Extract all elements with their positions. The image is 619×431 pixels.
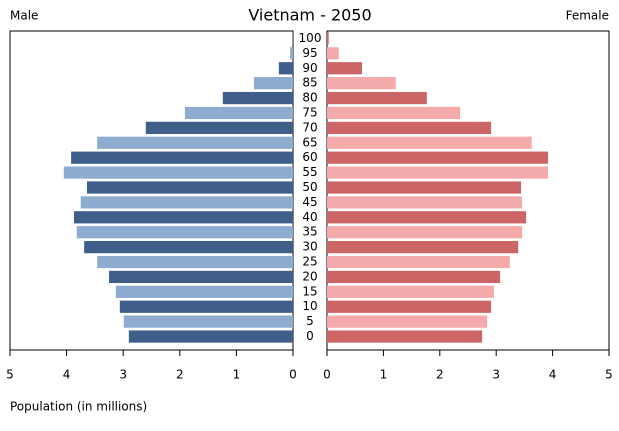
bar (327, 270, 501, 284)
bar (123, 315, 294, 328)
bar (327, 196, 523, 209)
bar (97, 255, 293, 269)
age-label: 0 (306, 329, 314, 343)
age-label: 40 (302, 210, 317, 224)
age-label: 75 (302, 105, 317, 119)
bar (73, 211, 293, 224)
bar (145, 121, 293, 134)
age-label: 80 (302, 91, 317, 105)
bar (128, 330, 293, 343)
x-tick-label: 4 (549, 368, 557, 382)
bar (327, 91, 427, 105)
bar (327, 121, 492, 134)
x-axis-label: Population (in millions) (10, 400, 147, 414)
x-tick-label: 3 (119, 368, 127, 382)
bar (327, 62, 362, 75)
age-label: 45 (302, 195, 317, 209)
bar (327, 211, 527, 224)
x-tick-label: 2 (436, 368, 444, 382)
bar (184, 106, 293, 120)
bar (327, 300, 492, 313)
age-label: 90 (302, 61, 317, 75)
age-label: 70 (302, 120, 317, 134)
age-label: 15 (302, 284, 317, 298)
bar (327, 255, 510, 269)
bar (292, 32, 293, 45)
bar (290, 47, 293, 60)
bar (76, 226, 294, 239)
age-label: 30 (302, 240, 317, 254)
x-tick-label: 1 (233, 368, 241, 382)
age-label: 20 (302, 269, 317, 283)
bar (327, 47, 339, 60)
bar (119, 300, 293, 313)
age-label: 25 (302, 255, 317, 269)
bar (327, 315, 488, 328)
age-label: 85 (302, 76, 317, 90)
chart-title: Vietnam - 2050 (248, 6, 371, 25)
age-label: 95 (302, 46, 317, 60)
age-label: 55 (302, 165, 317, 179)
bar (327, 166, 549, 179)
bar (222, 91, 293, 105)
age-label: 35 (302, 225, 317, 239)
bar (86, 181, 293, 194)
age-label: 100 (299, 31, 322, 45)
age-label: 65 (302, 135, 317, 149)
age-label: 60 (302, 150, 317, 164)
bar (327, 32, 329, 45)
age-label: 5 (306, 314, 314, 328)
x-tick-label: 2 (176, 368, 184, 382)
bar (327, 136, 532, 149)
x-tick-label: 4 (63, 368, 71, 382)
bar (327, 151, 549, 164)
bar (327, 241, 519, 254)
bar (109, 270, 293, 284)
bar (327, 330, 483, 343)
age-label: 10 (302, 299, 317, 313)
bar (115, 285, 293, 298)
x-tick-label: 0 (289, 368, 297, 382)
bar (71, 151, 294, 164)
bar (278, 62, 293, 75)
bar (327, 226, 523, 239)
bar (97, 136, 293, 149)
left-label: Male (10, 9, 38, 23)
bar (327, 181, 522, 194)
bar (327, 77, 396, 90)
bar (327, 285, 494, 298)
bar (84, 241, 294, 254)
x-tick-label: 0 (323, 368, 331, 382)
x-tick-label: 1 (380, 368, 388, 382)
right-label: Female (566, 9, 609, 23)
x-tick-label: 3 (492, 368, 500, 382)
age-label: 50 (302, 180, 317, 194)
x-tick-label: 5 (6, 368, 14, 382)
bar (253, 77, 293, 90)
bar (80, 196, 293, 209)
bar (63, 166, 293, 179)
bar (327, 106, 461, 120)
x-tick-label: 5 (605, 368, 613, 382)
